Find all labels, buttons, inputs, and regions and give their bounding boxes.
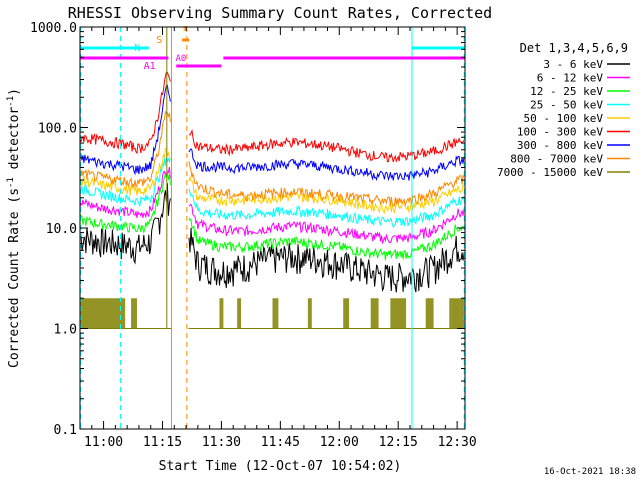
bar-label-a0: A0 — [175, 54, 186, 64]
series-line-7-part-1 — [79, 84, 171, 176]
series-line-4-part-2 — [188, 188, 465, 229]
x-tick-label-3: 11:30 — [202, 435, 241, 450]
legend-label-1: 3 - 6 keV — [543, 58, 603, 71]
series-line-6-part-2 — [188, 128, 465, 163]
x-tick-label-7: 12:30 — [438, 435, 477, 450]
legend-label-4: 25 - 50 keV — [530, 99, 603, 112]
series-line-2-part-1 — [79, 166, 171, 219]
series-9-block-2 — [131, 298, 137, 329]
y-tick-label-1: 0.1 — [54, 423, 77, 438]
series-line-8-part-1 — [79, 110, 171, 189]
series-9-block-6 — [307, 298, 312, 329]
series-9-block-10 — [425, 298, 434, 329]
series-9-block-8 — [370, 298, 379, 329]
bar-label-s: S — [156, 35, 162, 46]
series-line-8-part-2 — [188, 161, 465, 207]
series-line-7-part-2 — [188, 148, 465, 182]
x-tick-label-5: 12:00 — [320, 435, 359, 450]
x-tick-label-1: 11:00 — [84, 435, 123, 450]
series-9-block-9 — [390, 298, 407, 329]
series-9-block-1 — [80, 298, 126, 329]
y-tick-label-3: 10.0 — [46, 222, 77, 237]
y-tick-label-2: 1.0 — [54, 323, 77, 338]
bar-label-r: r — [182, 24, 188, 34]
x-tick-label-6: 12:15 — [379, 435, 418, 450]
bar-label-n: N — [134, 43, 140, 54]
legend-label-7: 300 - 800 keV — [517, 139, 603, 152]
y-tick-label-4: 100.0 — [38, 122, 77, 137]
x-tick-label-4: 11:45 — [261, 435, 300, 450]
chart-title: RHESSI Observing Summary Count Rates, Co… — [68, 4, 492, 22]
series-line-3-part-2 — [188, 217, 465, 261]
x-tick-label-2: 11:15 — [143, 435, 182, 450]
legend-label-9: 7000 - 15000 keV — [497, 166, 603, 179]
series-9-block-7 — [343, 298, 350, 329]
legend-label-5: 50 - 100 keV — [524, 112, 604, 125]
series-9-block-5 — [272, 298, 279, 329]
series-line-1-part-2 — [188, 227, 465, 293]
y-axis-label: Corrected Count Rate (s-1 detector-1) — [6, 88, 22, 368]
y-tick-label-5: 1000.0 — [30, 21, 77, 36]
series-line-2-part-2 — [188, 203, 465, 244]
legend-title: Det 1,3,4,5,6,9 — [520, 41, 628, 55]
y-axis: 0.1 1.0 10.0 100.0 1000.0 — [30, 21, 465, 438]
series-line-4-part-1 — [79, 156, 171, 207]
series-line-1-part-1 — [79, 183, 171, 265]
series-9-block-11 — [449, 298, 465, 329]
bar-label-a1: A1 — [144, 61, 156, 72]
plot-marks: N A1 S A0 r — [79, 24, 465, 429]
series-line-3-part-1 — [79, 170, 171, 234]
legend-label-8: 800 - 7000 keV — [510, 153, 603, 166]
x-axis: 11:00 11:15 11:30 11:45 12:00 12:15 12:30 — [84, 27, 477, 450]
legend-label-2: 6 - 12 keV — [537, 72, 604, 85]
x-axis-label: Start Time (12-Oct-07 10:54:02) — [159, 459, 402, 474]
timestamp: 16-Oct-2021 18:38 — [544, 467, 636, 477]
legend-label-3: 12 - 25 keV — [530, 85, 603, 98]
series-9-block-4 — [237, 298, 242, 329]
series-9-block-3 — [219, 298, 224, 329]
legend-label-6: 100 - 300 keV — [517, 126, 603, 139]
series-line-6-part-1 — [79, 71, 171, 155]
